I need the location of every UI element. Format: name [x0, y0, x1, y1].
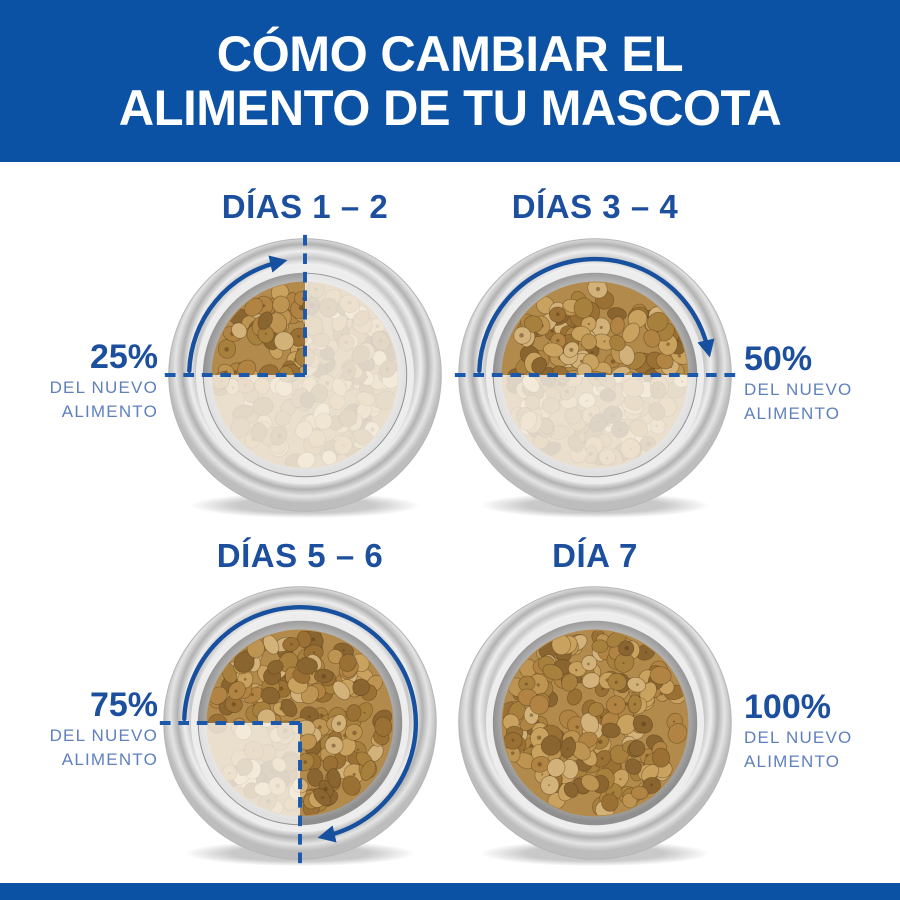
percent-sub-line1: DEL NUEVO [744, 728, 853, 747]
label-25-percent: 25% DEL NUEVO ALIMENTO [50, 340, 158, 422]
percent-sub-line1: DEL NUEVO [49, 726, 158, 745]
percent-value: 25% [89, 338, 158, 376]
percent-sub-line2: ALIMENTO [61, 750, 158, 770]
bowl-photo-dia-7 [458, 586, 732, 867]
label-100-percent: 100% DEL NUEVO ALIMENTO [744, 690, 852, 772]
percent-value: 100% [744, 688, 831, 726]
header-banner: CÓMO CAMBIAR EL ALIMENTO DE TU MASCOTA [0, 0, 900, 162]
percent-sub-line1: DEL NUEVO [744, 380, 853, 399]
fig-title-dia-7: DÍA 7 [552, 537, 638, 574]
percent-sub-line1: DEL NUEVO [49, 378, 158, 397]
percent-sub-line2: ALIMENTO [61, 402, 158, 422]
percent-sub-line2: ALIMENTO [744, 752, 841, 772]
label-75-percent: 75% DEL NUEVO ALIMENTO [50, 688, 158, 770]
fig-title-dias-1-2: DÍAS 1 – 2 [221, 188, 389, 225]
bowl-photo-dias-3-4 [449, 238, 741, 519]
percent-value: 50% [744, 340, 813, 378]
footer-bar [0, 883, 900, 900]
percent-value: 75% [89, 686, 158, 724]
label-50-percent: 50% DEL NUEVO ALIMENTO [744, 342, 852, 424]
page-title-line1: CÓMO CAMBIAR EL [216, 26, 684, 82]
percent-sub-line2: ALIMENTO [744, 404, 841, 424]
bowl-photo-dias-1-2 [159, 229, 442, 519]
page-title-line2: ALIMENTO DE TU MASCOTA [118, 80, 782, 136]
fig-title-dias-3-4: DÍAS 3 – 4 [511, 188, 679, 225]
bowl-photo-dias-5-6 [154, 586, 437, 869]
fig-title-dias-5-6: DÍAS 5 – 6 [216, 537, 384, 574]
